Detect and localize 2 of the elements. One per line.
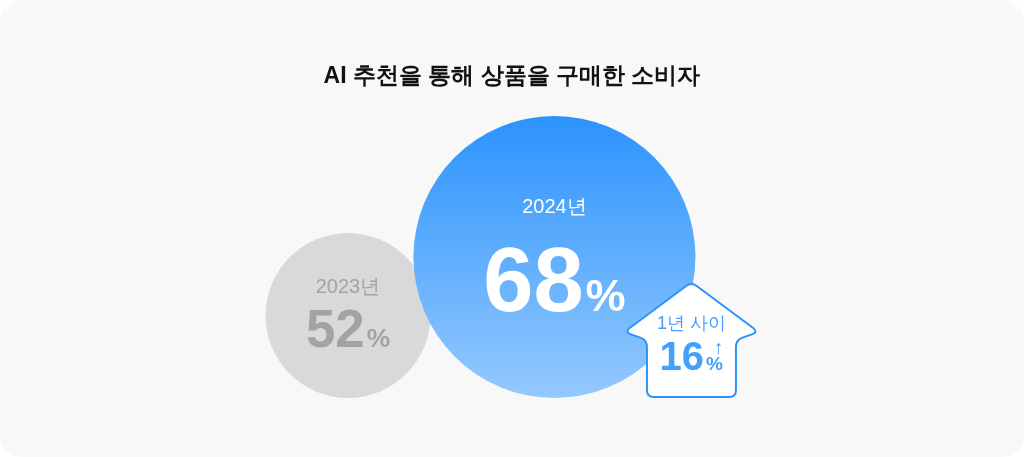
annotation: 1년 사이 <box>656 313 726 333</box>
title: AI 추천을 통해 상품을 구매한 소비자 <box>323 62 701 88</box>
